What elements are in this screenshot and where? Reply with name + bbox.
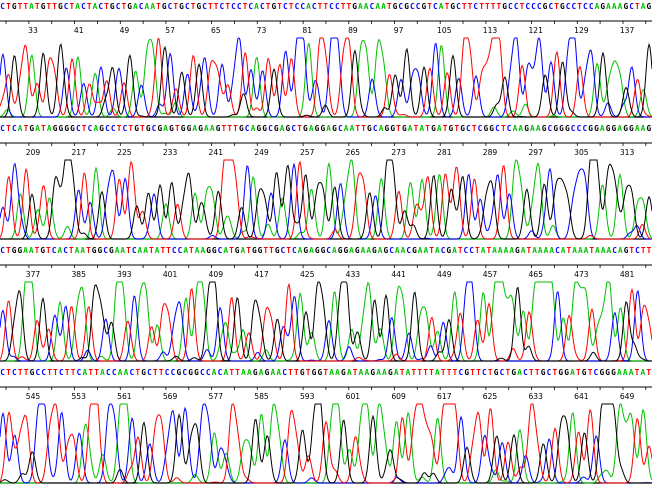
trace-panel-row-1: CTGTTATGTTGCTACTACTGCTGACAATGCTGCTGCTTCT…	[0, 0, 652, 118]
trace-a	[0, 281, 652, 362]
position-label: 49	[120, 26, 130, 35]
position-label: 385	[71, 270, 86, 279]
trace-g	[0, 42, 652, 118]
position-label: 209	[26, 148, 41, 157]
position-label: 281	[437, 148, 452, 157]
position-label: 545	[26, 392, 41, 401]
position-label: 473	[574, 270, 589, 279]
position-label: 305	[574, 148, 589, 157]
trace-svg: CTCATGATAGGGGCTCAGCCTCTGTGCGAGTGGAGAAGTT…	[0, 124, 652, 240]
position-label: 65	[211, 26, 221, 35]
base-call-sequence: CTCATGATAGGGGCTCAGCCTCTGTGCGAGTGGAGAAGTT…	[0, 124, 651, 133]
position-label: 81	[302, 26, 312, 35]
position-label: 89	[348, 26, 358, 35]
position-label: 257	[300, 148, 315, 157]
position-label: 33	[28, 26, 38, 35]
position-label: 561	[117, 392, 132, 401]
position-label: 649	[620, 392, 635, 401]
trace-g	[0, 281, 652, 362]
position-label: 401	[163, 270, 178, 279]
base-call-sequence: CTGTTATGTTGCTACTACTGCTGACAATGCTGCTGCTTCT…	[0, 2, 651, 11]
position-label: 425	[300, 270, 315, 279]
base-call-sequence: CTGGAATGTCACTAATGGCGAATCAATATTCCATAAGGCA…	[0, 246, 651, 255]
position-label: 105	[437, 26, 452, 35]
position-label: 73	[257, 26, 267, 35]
position-label: 233	[163, 148, 178, 157]
trace-panel-row-4: CTCTTGCCTTCTTCATTACCAACTGCTTCCGCGGCCACAT…	[0, 366, 652, 484]
position-label: 569	[163, 392, 178, 401]
trace-panel-row-3: CTGGAATGTCACTAATGGCGAATCAATATTCCATAAGGCA…	[0, 244, 652, 362]
position-label: 289	[483, 148, 498, 157]
position-label: 249	[254, 148, 269, 157]
position-label: 313	[620, 148, 635, 157]
trace-g	[0, 159, 652, 240]
position-label: 57	[165, 26, 175, 35]
position-label: 137	[620, 26, 635, 35]
position-label: 481	[620, 270, 635, 279]
position-label: 633	[528, 392, 543, 401]
position-label: 641	[574, 392, 589, 401]
trace-c	[0, 281, 652, 362]
position-label: 393	[117, 270, 132, 279]
position-label: 457	[483, 270, 498, 279]
position-label: 121	[528, 26, 543, 35]
position-label: 265	[346, 148, 361, 157]
position-label: 113	[483, 26, 498, 35]
position-label: 297	[528, 148, 543, 157]
position-label: 217	[71, 148, 86, 157]
position-label: 625	[483, 392, 498, 401]
position-label: 377	[26, 270, 41, 279]
position-label: 441	[391, 270, 406, 279]
trace-svg: CTGTTATGTTGCTACTACTGCTGACAATGCTGCTGCTTCT…	[0, 2, 652, 118]
trace-c	[0, 403, 652, 484]
trace-a	[0, 403, 652, 484]
position-label: 465	[528, 270, 543, 279]
trace-svg: CTGGAATGTCACTAATGGCGAATCAATATTCCATAAGGCA…	[0, 246, 652, 362]
position-label: 601	[346, 392, 361, 401]
position-label: 449	[437, 270, 452, 279]
position-label: 97	[394, 26, 404, 35]
trace-panel-row-2: CTCATGATAGGGGCTCAGCCTCTGTGCGAGTGGAGAAGTT…	[0, 122, 652, 240]
base-call-sequence: CTCTTGCCTTCTTCATTACCAACTGCTTCCGCGGCCACAT…	[0, 368, 651, 377]
position-label: 225	[117, 148, 132, 157]
position-label: 409	[209, 270, 224, 279]
trace-g	[0, 403, 652, 484]
position-label: 417	[254, 270, 269, 279]
position-label: 273	[391, 148, 406, 157]
position-label: 433	[346, 270, 361, 279]
position-label: 41	[74, 26, 84, 35]
position-label: 577	[209, 392, 224, 401]
position-label: 241	[209, 148, 224, 157]
position-label: 609	[391, 392, 406, 401]
position-label: 129	[574, 26, 589, 35]
position-label: 593	[300, 392, 315, 401]
trace-c	[0, 36, 652, 118]
position-label: 553	[71, 392, 86, 401]
position-label: 617	[437, 392, 452, 401]
position-label: 585	[254, 392, 269, 401]
trace-t	[0, 159, 652, 240]
trace-svg: CTCTTGCCTTCTTCATTACCAACTGCTTCCGCGGCCACAT…	[0, 368, 652, 484]
